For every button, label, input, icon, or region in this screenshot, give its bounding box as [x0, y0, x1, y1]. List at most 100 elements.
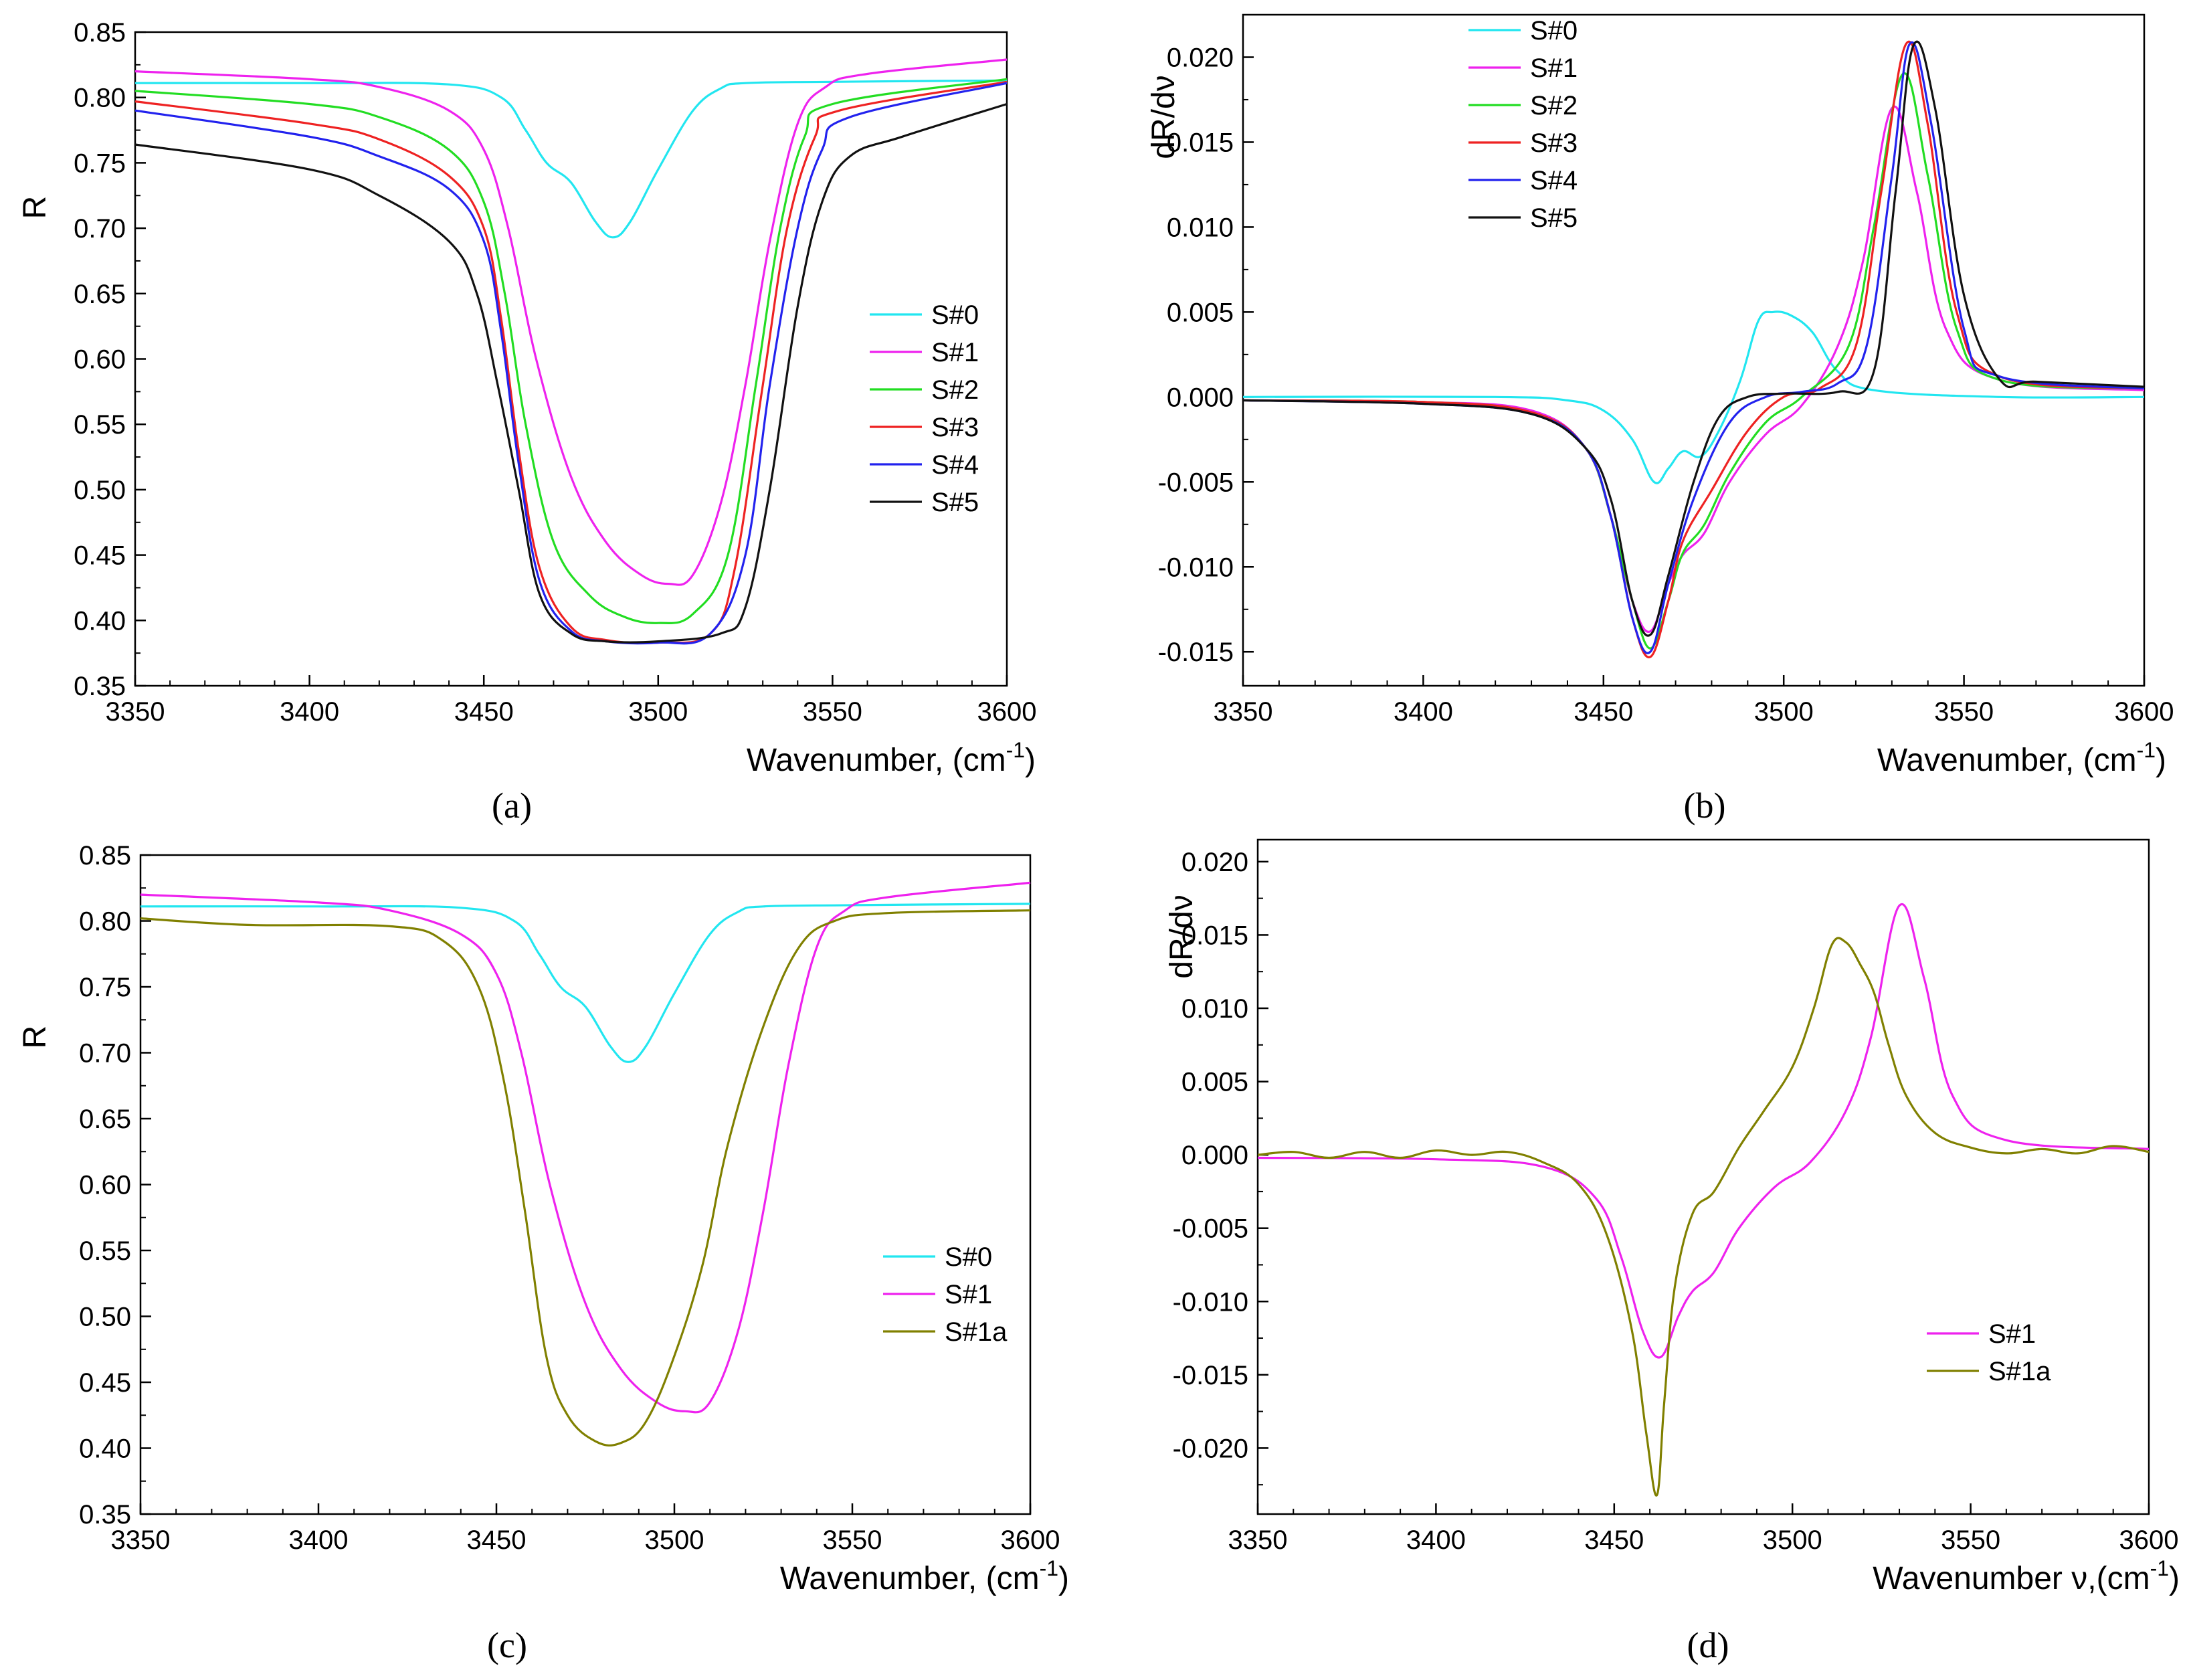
panel-caption: (a)	[492, 785, 532, 826]
y-tick-label: 0.55	[79, 1236, 131, 1266]
legend-label: S#4	[1530, 166, 1578, 195]
x-tick-label: 3550	[803, 697, 862, 727]
legend-label: S#1	[1988, 1319, 2036, 1349]
x-tick-label: 3350	[111, 1525, 171, 1555]
data-series	[1257, 903, 2150, 1497]
series-line-S2	[134, 78, 1008, 624]
y-axis-ticks: 0.35 0.40 0.45 0.50 0.55 0.60 0.65 0.70 0.75 0.80…	[79, 841, 151, 1529]
y-tick-label: -0.010	[1173, 1287, 1248, 1317]
y-tick-label: 0.015	[1167, 128, 1234, 157]
x-tick-label: 3500	[1763, 1525, 1822, 1555]
series-line-S1	[140, 881, 1031, 1414]
y-tick-label: 0.000	[1167, 383, 1234, 412]
plot-frame	[139, 854, 1032, 1515]
y-tick-label: 0.75	[79, 973, 131, 1002]
x-axis-title: Wavenumber, (cm-1)	[747, 738, 1036, 778]
x-axis-ticks: 3350 3400 3450 3500 3550 3600	[111, 1503, 1060, 1555]
x-tick-label: 3550	[1941, 1525, 2000, 1555]
x-axis-title: Wavenumber, (cm-1)	[780, 1556, 1069, 1596]
y-tick-label: 0.60	[74, 345, 126, 375]
y-tick-label: 0.020	[1167, 43, 1234, 72]
legend-label: S#3	[1530, 128, 1578, 158]
y-tick-label: 0.50	[74, 476, 126, 505]
panel-caption: (c)	[487, 1625, 527, 1665]
series-line-S1a	[140, 909, 1031, 1447]
x-axis-ticks: 3350 3400 3450 3500 3550 3600	[1214, 675, 2174, 727]
panel-caption: (d)	[1687, 1625, 1729, 1665]
y-tick-label: 0.40	[79, 1434, 131, 1464]
y-tick-label: 0.000	[1181, 1141, 1248, 1170]
legend-label: S#1	[945, 1280, 992, 1309]
x-tick-label: 3400	[289, 1525, 349, 1555]
legend-label: S#3	[931, 413, 979, 442]
x-axis-title: Wavenumber ν,(cm-1)	[1873, 1556, 2180, 1596]
x-tick-label: 3500	[1754, 697, 1814, 727]
series-line-S0	[1242, 310, 2145, 484]
plot-frame	[1242, 13, 2146, 687]
y-tick-label: -0.010	[1158, 553, 1234, 582]
y-tick-label: 0.60	[79, 1171, 131, 1200]
series-line-S5	[134, 102, 1008, 644]
x-tick-label: 3400	[1406, 1525, 1466, 1555]
legend-label: S#0	[1530, 16, 1578, 45]
panel-caption: (b)	[1684, 785, 1726, 826]
series-line-S2	[1242, 72, 2145, 650]
x-tick-label: 3500	[628, 697, 688, 727]
x-tick-label: 3400	[1394, 697, 1453, 727]
series-line-S1a	[1257, 937, 2150, 1497]
series-line-S1	[134, 58, 1008, 586]
plot-frame	[1256, 838, 2150, 1515]
legend-label: S#2	[1530, 91, 1578, 120]
series-line-S5	[1242, 40, 2145, 637]
y-tick-label: -0.015	[1173, 1361, 1248, 1390]
data-series	[1242, 40, 2145, 658]
legend-label: S#0	[931, 300, 979, 330]
y-tick-label: 0.005	[1181, 1068, 1248, 1097]
x-tick-label: 3600	[977, 697, 1037, 727]
x-tick-label: 3450	[454, 697, 514, 727]
legend: S#1 S#1a	[1927, 1319, 2051, 1386]
y-tick-label: 0.45	[74, 541, 126, 571]
series-line-S3	[134, 80, 1008, 644]
series-line-S1	[1257, 903, 2150, 1359]
y-axis-title: R	[17, 1026, 53, 1049]
series-line-S4	[134, 82, 1008, 645]
y-tick-label: 0.70	[74, 214, 126, 244]
legend-label: S#1	[1530, 54, 1578, 83]
x-tick-label: 3600	[1001, 1525, 1060, 1555]
y-axis-title: dR/dν	[1146, 75, 1181, 159]
y-axis-ticks: -0.015 -0.010 -0.005 0.000 0.005 0.010 0.015 0.…	[1158, 43, 1254, 667]
x-tick-label: 3350	[106, 697, 165, 727]
panel-c-reflectance-chart: 3350 3400 3450 3500 3550 3600 0.35 0.40 0.45 0.50…	[17, 841, 1069, 1665]
legend-label: S#2	[931, 375, 979, 405]
y-tick-label: 0.35	[74, 672, 126, 701]
y-tick-label: 0.005	[1167, 298, 1234, 327]
y-tick-label: 0.010	[1167, 213, 1234, 242]
x-tick-label: 3500	[645, 1525, 704, 1555]
y-axis-title: dR/dν	[1164, 895, 1200, 978]
y-tick-label: -0.005	[1173, 1214, 1248, 1244]
legend-label: S#4	[931, 450, 979, 480]
y-tick-label: 0.75	[74, 149, 126, 178]
x-axis-title: Wavenumber, (cm-1)	[1877, 738, 2166, 778]
y-tick-label: 0.015	[1181, 921, 1248, 950]
panel-d-derivative-chart: 3350 3400 3450 3500 3550 3600-0.020-0.015-0.0…	[1164, 838, 2180, 1665]
legend: S#0 S#1 S#2 S#3 S#4 S#5	[870, 300, 979, 517]
x-axis-ticks: 3350 3400 3450 3500 3550 3600	[1228, 1503, 2178, 1555]
y-tick-label: -0.020	[1173, 1434, 1248, 1463]
y-tick-label: 0.55	[74, 410, 126, 440]
x-tick-label: 3450	[467, 1525, 527, 1555]
y-tick-label: 0.50	[79, 1303, 131, 1332]
x-tick-label: 3400	[280, 697, 339, 727]
legend-label: S#5	[931, 488, 979, 517]
y-tick-label: -0.015	[1158, 638, 1234, 667]
y-tick-label: 0.85	[79, 841, 131, 870]
x-tick-label: 3450	[1574, 697, 1633, 727]
data-series	[140, 881, 1031, 1447]
series-line-S1	[1242, 105, 2145, 633]
x-tick-label: 3550	[1934, 697, 1994, 727]
legend-label: S#1a	[1988, 1357, 2051, 1386]
legend: S#0 S#1 S#2 S#3 S#4 S#5	[1468, 16, 1578, 233]
y-tick-label: -0.005	[1158, 468, 1234, 497]
